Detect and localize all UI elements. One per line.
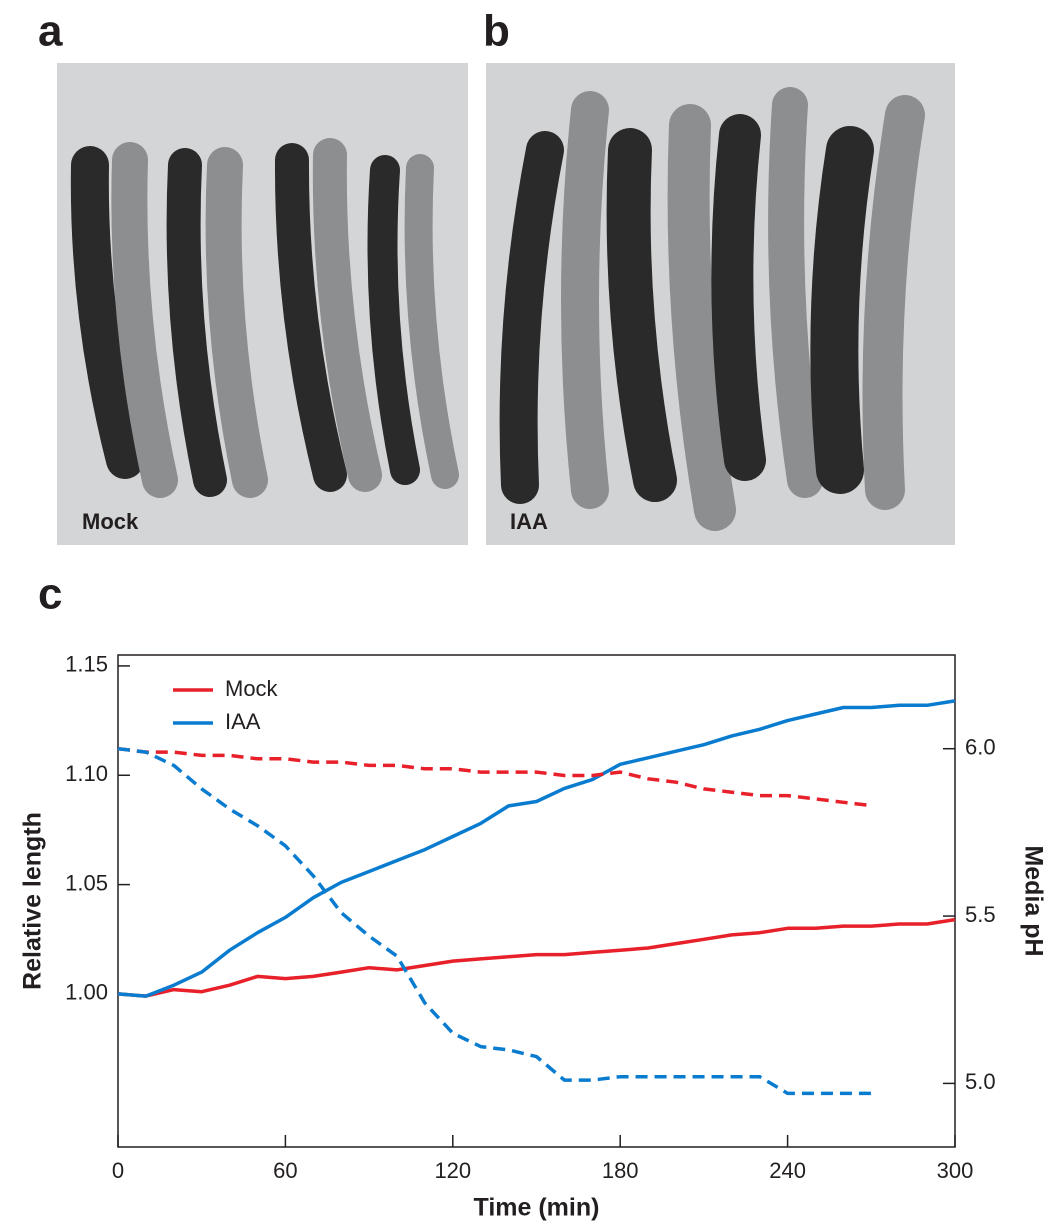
line (117, 699, 956, 998)
seedling (205, 147, 268, 498)
line (117, 746, 872, 808)
x-tick-label: 240 (769, 1158, 806, 1183)
y-tick-label: 1.10 (65, 761, 108, 786)
seedling (111, 142, 178, 498)
seedling (274, 143, 347, 492)
seedling (862, 95, 925, 510)
seedling (70, 146, 144, 479)
y-axis-label: Relative length (19, 812, 47, 990)
seedling (367, 155, 420, 485)
x-tick-label: 300 (937, 1158, 974, 1183)
plot-frame (117, 654, 956, 1148)
photo-caption: IAA (510, 509, 548, 534)
photo-caption: Mock (82, 509, 139, 534)
seedling (768, 87, 823, 498)
x-tick-label: 0 (112, 1158, 124, 1183)
seedling (561, 91, 609, 509)
y-tick-label: 1.15 (65, 652, 108, 677)
seedling (404, 154, 459, 489)
line (117, 746, 872, 1096)
y-tick-label: 1.05 (65, 870, 108, 895)
x-tick-label: 120 (434, 1158, 471, 1183)
x-tick-label: 60 (273, 1158, 297, 1183)
panel-label: a (38, 7, 63, 56)
line (117, 917, 956, 998)
x-axis-label: Time (min) (474, 1194, 600, 1222)
seedling (312, 138, 382, 492)
panel-label: c (38, 570, 62, 619)
seedling (499, 131, 564, 504)
seedlings (70, 87, 925, 531)
seedling (711, 114, 766, 481)
panel-label: b (483, 7, 510, 56)
y2-tick-label: 6.0 (965, 735, 996, 760)
y2-axis-label: Media pH (1019, 845, 1047, 956)
y2-tick-label: 5.0 (965, 1069, 996, 1094)
seedling (166, 148, 227, 497)
seedling (606, 128, 677, 502)
legend-label: IAA (225, 709, 261, 734)
y2-tick-label: 5.5 (965, 902, 996, 927)
x-tick-label: 180 (602, 1158, 639, 1183)
seedling (810, 126, 874, 494)
seedling (667, 104, 736, 531)
legend-label: Mock (225, 676, 279, 701)
y-tick-label: 1.00 (65, 980, 108, 1005)
